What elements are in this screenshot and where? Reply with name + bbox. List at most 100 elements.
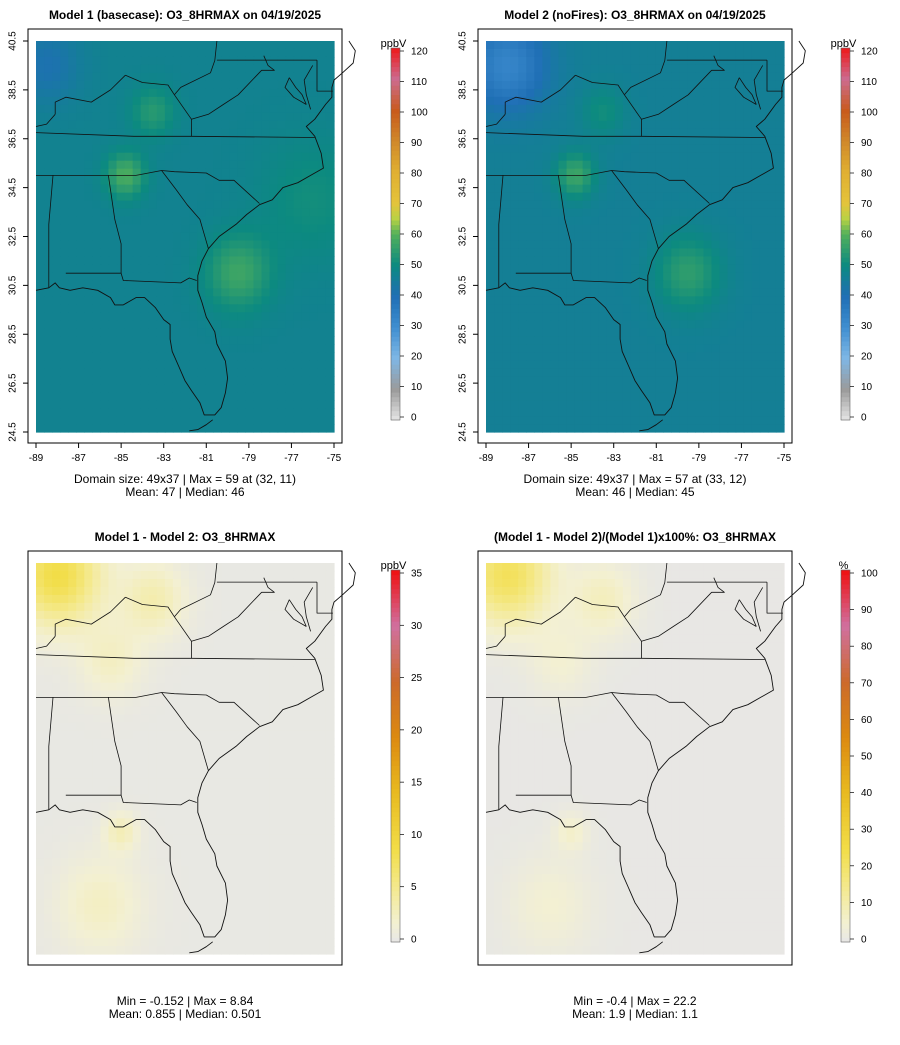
heatmap-cell	[647, 104, 656, 114]
heatmap-cell	[759, 296, 769, 305]
heatmap-cell	[253, 746, 263, 756]
heatmap-cell	[301, 754, 311, 764]
heatmap-cell	[309, 730, 319, 740]
heatmap-cell	[164, 112, 174, 122]
heatmap-cell	[285, 56, 295, 66]
heatmap-cell	[293, 352, 303, 361]
heatmap-cell	[542, 160, 552, 170]
heatmap-cell	[180, 563, 190, 572]
heatmap-cell	[221, 754, 230, 764]
heatmap-cell	[189, 80, 198, 90]
heatmap-cell	[189, 328, 198, 337]
heatmap-cell	[655, 208, 664, 218]
heatmap-cell	[44, 666, 53, 676]
heatmap-cell	[269, 674, 279, 684]
heatmap-cell	[775, 88, 785, 98]
heatmap-cell	[743, 344, 753, 353]
heatmap-cell	[671, 48, 680, 58]
heatmap-cell	[534, 408, 543, 417]
x-axis: -89 -87 -85 -83 -81 -79 -77 -75	[479, 443, 792, 464]
heatmap-cell	[164, 288, 174, 297]
heatmap-cell	[68, 256, 77, 266]
heatmap-cell	[301, 376, 311, 385]
heatmap-cell	[494, 424, 503, 433]
heatmap-cell	[36, 578, 45, 588]
heatmap-cell	[550, 80, 560, 90]
colorbar-tick-label: 70	[861, 199, 873, 210]
heatmap-cell	[598, 224, 608, 234]
heatmap-cell	[124, 400, 134, 409]
heatmap-cell	[494, 288, 503, 297]
heatmap-cell	[277, 41, 287, 50]
heatmap-cell	[132, 144, 142, 154]
heatmap-cell	[494, 104, 503, 114]
heatmap-cell	[180, 152, 190, 162]
heatmap-cell	[52, 602, 61, 612]
heatmap-cell	[164, 674, 174, 684]
heatmap-cell	[189, 184, 198, 194]
heatmap-cell	[558, 280, 568, 289]
heatmap-cell	[703, 328, 713, 337]
heatmap-cell	[205, 698, 214, 708]
heatmap-cell	[582, 192, 592, 202]
heatmap-cell	[140, 88, 150, 98]
heatmap-cell	[253, 563, 263, 572]
heatmap-cell	[325, 232, 335, 242]
heatmap-cell	[36, 80, 45, 90]
heatmap-cell	[132, 160, 142, 170]
heatmap-cell	[301, 416, 311, 425]
heatmap-cell	[703, 144, 713, 154]
heatmap-cell	[156, 160, 166, 170]
heatmap-cell	[775, 72, 785, 82]
heatmap-cell	[261, 650, 271, 660]
heatmap-cell	[566, 272, 576, 281]
heatmap-cell	[622, 192, 632, 202]
heatmap-cell	[44, 208, 53, 218]
heatmap-cell	[317, 634, 327, 644]
heatmap-cell	[92, 152, 102, 162]
colorbar-segment	[841, 94, 850, 100]
heatmap-cell	[237, 192, 246, 202]
heatmap-cell	[301, 658, 311, 668]
heatmap-cell	[261, 400, 271, 409]
heatmap-cell	[293, 344, 303, 353]
heatmap-cell	[534, 344, 543, 353]
heatmap-cell	[590, 400, 600, 409]
heatmap-cell	[325, 104, 335, 114]
heatmap-cell	[526, 41, 535, 50]
heatmap-cell	[60, 80, 69, 90]
heatmap-cell	[751, 240, 761, 250]
heatmap-cell	[301, 746, 311, 756]
heatmap-cell	[261, 416, 271, 425]
heatmap-cell	[542, 352, 552, 361]
heatmap-cell	[84, 690, 93, 700]
heatmap-cell	[44, 240, 53, 250]
heatmap-cell	[550, 136, 560, 146]
heatmap-cell	[132, 184, 142, 194]
heatmap-cell	[108, 368, 118, 377]
heatmap-cell	[124, 690, 134, 700]
heatmap-cell	[213, 666, 222, 676]
heatmap-cell	[172, 754, 182, 764]
y-axis: 24.526.528.530.532.534.536.538.540.5	[8, 31, 28, 442]
heatmap-cell	[68, 104, 77, 114]
heatmap-cell	[743, 424, 753, 433]
colorbar-segment	[391, 168, 400, 175]
heatmap-cell	[663, 240, 672, 250]
heatmap-cell	[269, 96, 279, 106]
heatmap-cell	[606, 168, 616, 178]
heatmap-cell	[614, 328, 624, 337]
heatmap-cell	[213, 328, 222, 337]
heatmap-cell	[534, 216, 543, 226]
heatmap-cell	[132, 360, 142, 369]
heatmap-cell	[164, 738, 174, 748]
heatmap-cell	[44, 224, 53, 234]
heatmap-cell	[245, 96, 255, 106]
heatmap-cell	[92, 674, 102, 684]
heatmap-cell	[237, 618, 246, 628]
heatmap-cell	[630, 104, 640, 114]
heatmap-cell	[655, 288, 664, 297]
heatmap-cell	[245, 762, 255, 772]
heatmap-cell	[759, 392, 769, 401]
heatmap-cell	[92, 602, 102, 612]
